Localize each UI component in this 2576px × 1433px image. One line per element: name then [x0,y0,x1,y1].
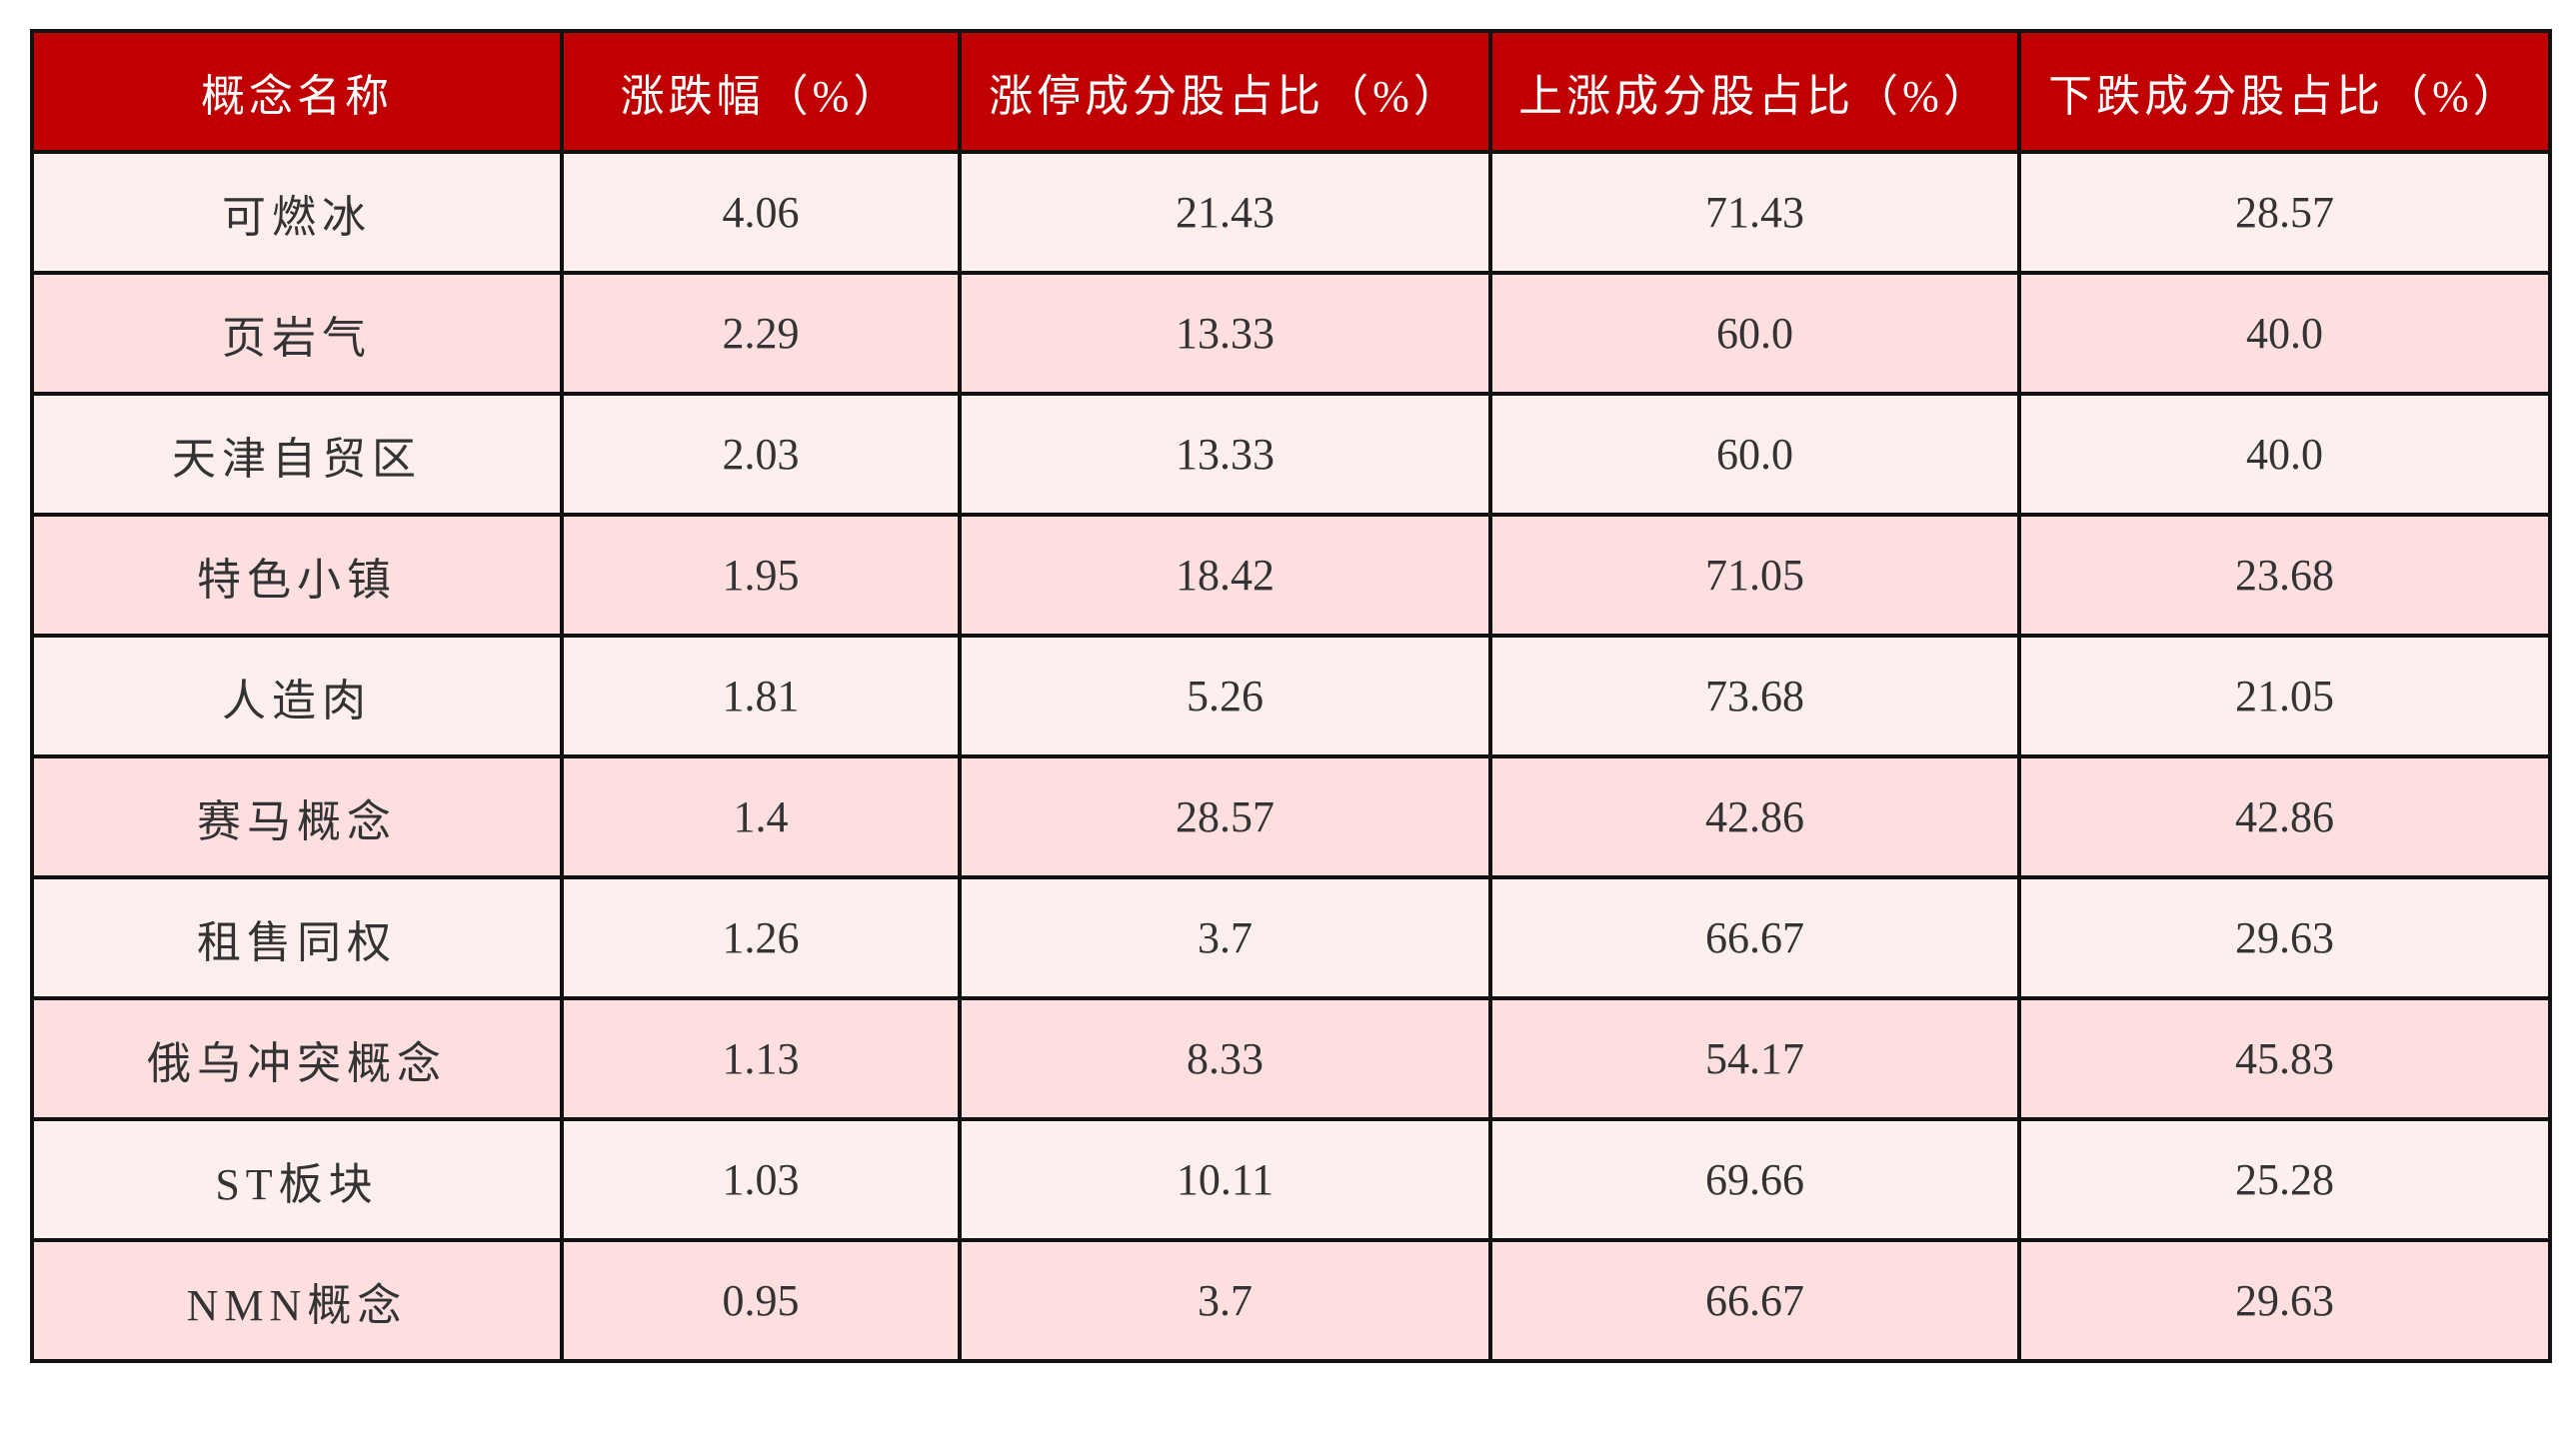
cell-rising-ratio: 60.0 [1488,271,2021,396]
cell-limit-up-ratio: 21.43 [958,150,1492,275]
cell-limit-up-ratio: 3.7 [958,875,1492,1000]
cell-concept-name: 页岩气 [30,271,564,396]
cell-change: 2.29 [560,271,962,396]
cell-falling-ratio: 25.28 [2017,1117,2552,1242]
cell-concept-name: 天津自贸区 [30,392,564,517]
cell-concept-name: 人造肉 [30,634,564,758]
cell-rising-ratio: 73.68 [1488,634,2021,758]
cell-change: 1.26 [560,875,962,1000]
table-row: 可燃冰 4.06 21.43 71.43 28.57 [30,150,2552,275]
column-header-concept-name: 概念名称 [30,29,564,154]
cell-falling-ratio: 45.83 [2017,996,2552,1121]
cell-concept-name: 赛马概念 [30,754,564,879]
column-header-limit-up-ratio: 涨停成分股占比（%） [958,29,1492,154]
cell-change: 1.13 [560,996,962,1121]
cell-falling-ratio: 29.63 [2017,875,2552,1000]
cell-concept-name: 租售同权 [30,875,564,1000]
header-row: 概念名称 涨跌幅（%） 涨停成分股占比（%） 上涨成分股占比（%） 下跌成分股占比（%） [30,29,2552,154]
cell-falling-ratio: 40.0 [2017,392,2552,517]
cell-rising-ratio: 60.0 [1488,392,2021,517]
cell-limit-up-ratio: 3.7 [958,1238,1492,1363]
cell-rising-ratio: 69.66 [1488,1117,2021,1242]
cell-change: 1.81 [560,634,962,758]
cell-limit-up-ratio: 10.11 [958,1117,1492,1242]
table-row: 特色小镇 1.95 18.42 71.05 23.68 [30,513,2552,638]
table-row: NMN概念 0.95 3.7 66.67 29.63 [30,1238,2552,1363]
table-row: 租售同权 1.26 3.7 66.67 29.63 [30,875,2552,1000]
cell-change: 1.03 [560,1117,962,1242]
table-row: ST板块 1.03 10.11 69.66 25.28 [30,1117,2552,1242]
cell-concept-name: 可燃冰 [30,150,564,275]
cell-rising-ratio: 66.67 [1488,1238,2021,1363]
cell-falling-ratio: 40.0 [2017,271,2552,396]
cell-falling-ratio: 21.05 [2017,634,2552,758]
table-row: 赛马概念 1.4 28.57 42.86 42.86 [30,754,2552,879]
cell-change: 1.95 [560,513,962,638]
cell-falling-ratio: 29.63 [2017,1238,2552,1363]
cell-falling-ratio: 23.68 [2017,513,2552,638]
cell-limit-up-ratio: 28.57 [958,754,1492,879]
cell-concept-name: ST板块 [30,1117,564,1242]
cell-rising-ratio: 54.17 [1488,996,2021,1121]
cell-concept-name: NMN概念 [30,1238,564,1363]
cell-rising-ratio: 71.43 [1488,150,2021,275]
cell-limit-up-ratio: 13.33 [958,271,1492,396]
cell-limit-up-ratio: 8.33 [958,996,1492,1121]
table-row: 俄乌冲突概念 1.13 8.33 54.17 45.83 [30,996,2552,1121]
cell-concept-name: 特色小镇 [30,513,564,638]
concept-table: 概念名称 涨跌幅（%） 涨停成分股占比（%） 上涨成分股占比（%） 下跌成分股占比（%）… [30,29,2552,1363]
table-row: 人造肉 1.81 5.26 73.68 21.05 [30,634,2552,758]
column-header-change: 涨跌幅（%） [560,29,962,154]
cell-change: 0.95 [560,1238,962,1363]
table-row: 天津自贸区 2.03 13.33 60.0 40.0 [30,392,2552,517]
cell-change: 2.03 [560,392,962,517]
cell-limit-up-ratio: 5.26 [958,634,1492,758]
cell-falling-ratio: 28.57 [2017,150,2552,275]
cell-rising-ratio: 66.67 [1488,875,2021,1000]
table-row: 页岩气 2.29 13.33 60.0 40.0 [30,271,2552,396]
cell-concept-name: 俄乌冲突概念 [30,996,564,1121]
cell-change: 1.4 [560,754,962,879]
cell-rising-ratio: 71.05 [1488,513,2021,638]
cell-limit-up-ratio: 18.42 [958,513,1492,638]
cell-change: 4.06 [560,150,962,275]
column-header-rising-ratio: 上涨成分股占比（%） [1488,29,2021,154]
column-header-falling-ratio: 下跌成分股占比（%） [2017,29,2552,154]
cell-falling-ratio: 42.86 [2017,754,2552,879]
cell-rising-ratio: 42.86 [1488,754,2021,879]
cell-limit-up-ratio: 13.33 [958,392,1492,517]
